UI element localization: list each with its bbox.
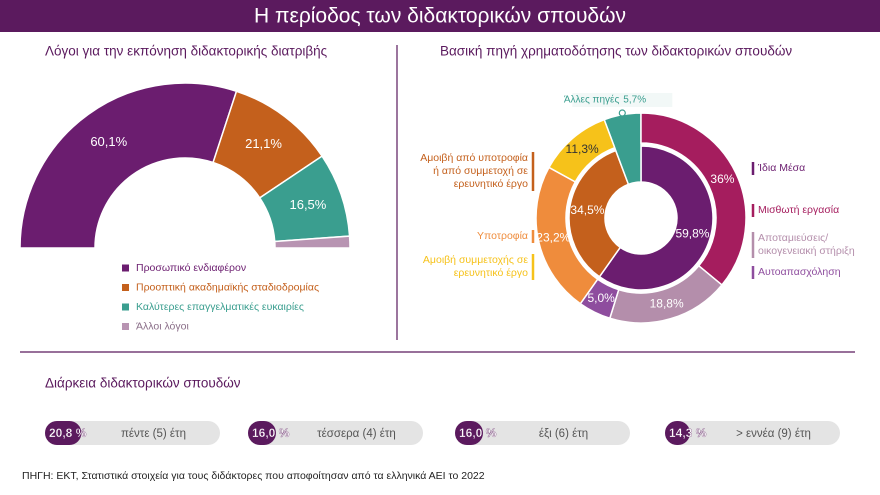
value-label: 23,2% <box>536 230 570 244</box>
value-label: 5,7% <box>623 95 646 106</box>
legend-swatch <box>122 303 129 311</box>
value-label: 5,0% <box>587 291 615 305</box>
value-label: 18,8% <box>650 296 684 310</box>
legend-label: Μισθωτή εργασία <box>758 204 840 216</box>
progress-track <box>45 421 220 445</box>
category-label: > εννέα (9) έτη <box>736 428 811 440</box>
value-label: 21,1% <box>245 136 282 151</box>
legend-label: Προοπτική ακαδημαϊκής σταδιοδρομίας <box>136 281 319 293</box>
value-label: 36% <box>710 172 734 186</box>
segment <box>19 82 238 249</box>
legend-label: Προσωπικό ενδιαφέρον <box>136 262 246 274</box>
legend-swatch <box>122 264 129 272</box>
category-label: τέσσερα (4) έτη <box>317 428 396 440</box>
source: ΠΗΓΗ: ΕΚΤ, Στατιστικά στοιχεία για τους … <box>22 470 485 482</box>
segment <box>273 235 351 249</box>
value-label: 14,3 % <box>669 426 707 440</box>
segment <box>547 118 616 183</box>
progress-fill <box>455 421 483 445</box>
callout-box <box>572 93 673 107</box>
legend-label: Καλύτερες επαγγελματικές ευκαιρίες <box>136 301 304 313</box>
chart-title: Βασική πηγή χρηματοδότησης των διδακτορι… <box>440 44 792 59</box>
value-label: 11,3% <box>566 142 599 156</box>
value-label: 16,0 % <box>252 426 290 440</box>
legend-label: Αυτοαπασχόληση <box>758 266 841 278</box>
progress-fill <box>665 421 691 445</box>
progress-fill <box>45 421 82 445</box>
legend-label: Αμοιβή συμμετοχής σε ερευνητικό έργο <box>422 254 528 279</box>
legend-swatch <box>122 323 129 330</box>
legend-label: Άλλοι λόγοι <box>136 320 189 332</box>
category-label: Άλλες πηγές <box>564 94 620 106</box>
legend-label: Υποτροφία <box>477 230 528 242</box>
chart-title: Διάρκεια διδακτορικών σπουδών <box>45 376 241 391</box>
legend-label: Αμοιβή από υποτροφία ή από συμμετοχή σε … <box>420 152 528 190</box>
value-label: 16,0 % <box>459 426 497 440</box>
legend-label: Ίδια Μέσα <box>758 162 806 174</box>
progress-track <box>665 421 840 445</box>
chart-title: Λόγοι για την εκπόνηση διδακτορικής διατ… <box>45 44 328 59</box>
progress-fill <box>248 421 276 445</box>
header-title: Η περίοδος των διδακτορικών σπουδών <box>254 5 626 28</box>
legend-label: Αποταμιεύσεις/ οικογενειακή στήριξη <box>758 232 855 257</box>
category-label: πέντε (5) έτη <box>121 428 186 440</box>
value-label: 20,8 % <box>49 426 87 440</box>
value-label: 59,8% <box>675 227 709 241</box>
segment <box>603 112 642 186</box>
callout-dot <box>618 109 626 117</box>
value-label: 34,5% <box>570 203 604 217</box>
legend-swatch <box>122 284 129 291</box>
header-band <box>0 0 880 32</box>
category-label: έξι (6) έτη <box>539 428 588 440</box>
progress-track <box>248 421 423 445</box>
value-label: 16,5% <box>289 197 326 212</box>
segment <box>568 149 630 278</box>
progress-track <box>455 421 630 445</box>
value-label: 60,1% <box>90 134 127 149</box>
segment <box>598 145 714 291</box>
